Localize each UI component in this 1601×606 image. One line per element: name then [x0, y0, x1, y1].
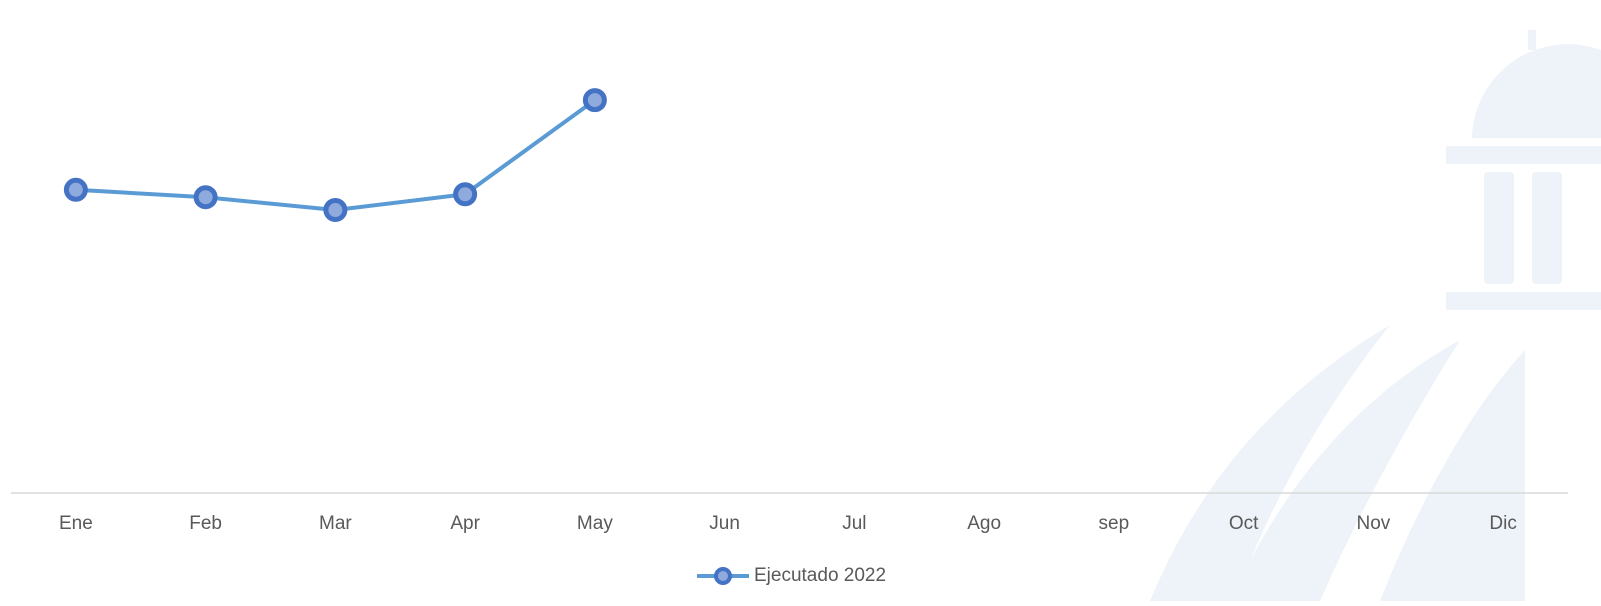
x-tick-label: sep	[1099, 513, 1130, 534]
data-point	[63, 177, 88, 202]
data-point	[193, 185, 218, 210]
x-tick-label: Jun	[709, 513, 740, 534]
x-tick-label: Jul	[842, 513, 866, 534]
x-tick-label: Nov	[1356, 513, 1390, 534]
data-point	[582, 88, 607, 113]
x-tick-label: May	[577, 513, 613, 534]
x-tick-label: Ago	[967, 513, 1001, 534]
watermark	[1150, 30, 1601, 601]
legend-marker	[714, 567, 732, 585]
x-tick-label: Feb	[189, 513, 222, 534]
data-point	[323, 198, 348, 223]
legend-label: Ejecutado 2022	[754, 565, 886, 586]
data-point	[453, 182, 478, 207]
series-line	[75, 98, 597, 213]
x-tick-label: Dic	[1489, 513, 1516, 534]
legend: Ejecutado 2022	[697, 565, 886, 586]
x-tick-label: Oct	[1229, 513, 1259, 534]
x-tick-label: Mar	[319, 513, 352, 534]
x-tick-label: Ene	[59, 513, 93, 534]
x-tick-label: Apr	[450, 513, 480, 534]
